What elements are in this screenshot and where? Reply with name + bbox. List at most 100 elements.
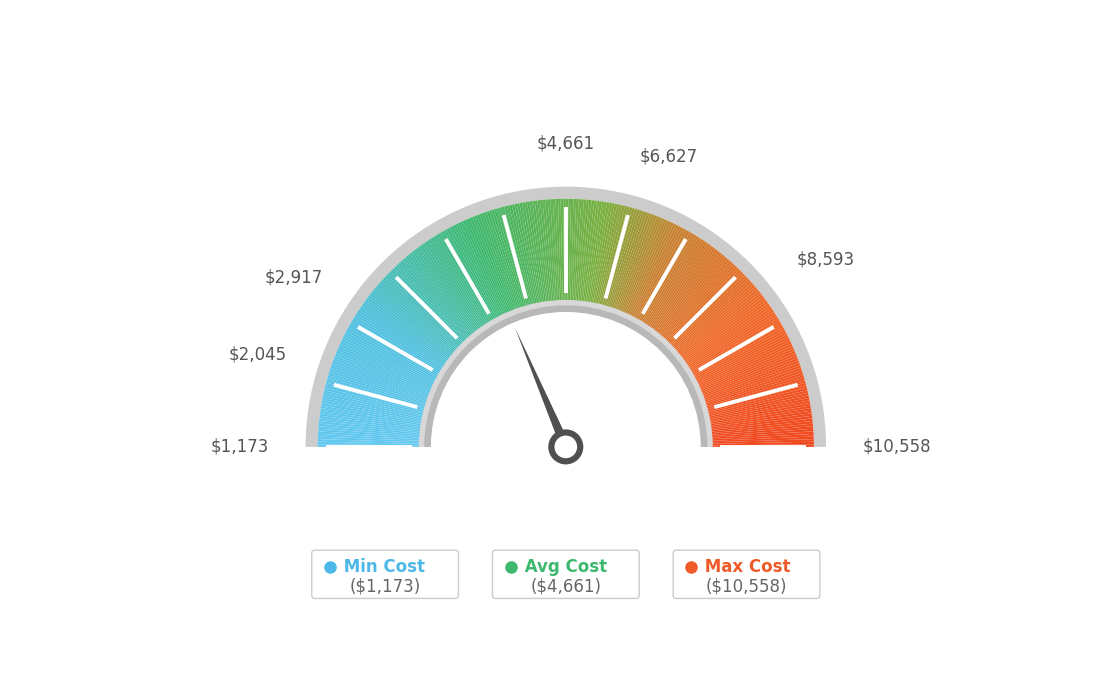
Wedge shape [365, 299, 449, 362]
Wedge shape [350, 323, 439, 375]
Wedge shape [542, 199, 553, 302]
Wedge shape [699, 346, 794, 389]
Wedge shape [648, 241, 708, 327]
FancyBboxPatch shape [311, 550, 458, 598]
Wedge shape [580, 200, 592, 302]
Wedge shape [709, 395, 809, 418]
Wedge shape [373, 288, 454, 355]
Wedge shape [327, 377, 426, 408]
Wedge shape [428, 239, 487, 326]
Wedge shape [319, 421, 421, 433]
Text: $2,917: $2,917 [265, 268, 322, 286]
Wedge shape [567, 199, 571, 302]
Wedge shape [561, 199, 564, 302]
Wedge shape [431, 237, 488, 325]
Wedge shape [595, 204, 617, 304]
Wedge shape [392, 268, 465, 343]
Wedge shape [522, 202, 542, 304]
Wedge shape [711, 434, 814, 441]
Wedge shape [501, 206, 530, 306]
Wedge shape [703, 365, 802, 400]
Wedge shape [711, 431, 814, 440]
Wedge shape [306, 186, 826, 447]
Wedge shape [693, 327, 785, 378]
Wedge shape [593, 203, 615, 304]
Wedge shape [320, 413, 422, 428]
Wedge shape [511, 204, 535, 305]
Wedge shape [325, 388, 424, 413]
Wedge shape [596, 204, 620, 305]
Wedge shape [460, 221, 506, 315]
Wedge shape [321, 400, 423, 421]
Wedge shape [473, 216, 512, 312]
Wedge shape [710, 408, 811, 426]
Wedge shape [426, 240, 485, 326]
Wedge shape [711, 442, 814, 445]
Wedge shape [359, 308, 445, 366]
Wedge shape [378, 283, 457, 352]
Text: ($10,558): ($10,558) [705, 577, 787, 595]
Wedge shape [368, 295, 450, 359]
Wedge shape [637, 230, 690, 321]
Wedge shape [694, 330, 786, 380]
Wedge shape [420, 245, 481, 329]
Wedge shape [616, 215, 655, 311]
Wedge shape [371, 290, 453, 357]
Wedge shape [320, 408, 422, 426]
Wedge shape [710, 413, 811, 428]
Wedge shape [548, 199, 556, 302]
Wedge shape [709, 398, 809, 420]
Wedge shape [711, 428, 814, 437]
Wedge shape [692, 325, 783, 377]
Wedge shape [343, 334, 436, 382]
Text: Avg Cost: Avg Cost [519, 558, 607, 575]
Wedge shape [631, 226, 681, 318]
Wedge shape [391, 270, 464, 344]
Wedge shape [701, 353, 796, 393]
Wedge shape [342, 337, 435, 384]
Wedge shape [605, 208, 635, 307]
Wedge shape [690, 318, 779, 373]
Wedge shape [322, 398, 423, 420]
Wedge shape [550, 199, 559, 302]
Wedge shape [711, 424, 813, 435]
Wedge shape [318, 431, 421, 440]
Text: $4,661: $4,661 [537, 135, 595, 153]
Wedge shape [640, 233, 694, 322]
Wedge shape [433, 236, 489, 324]
Wedge shape [363, 301, 448, 362]
Wedge shape [606, 208, 637, 308]
Wedge shape [585, 201, 602, 303]
Wedge shape [336, 353, 431, 393]
Wedge shape [655, 251, 720, 333]
Wedge shape [635, 228, 686, 319]
Wedge shape [458, 222, 503, 316]
Wedge shape [318, 439, 421, 444]
Wedge shape [318, 437, 421, 442]
Wedge shape [629, 224, 676, 317]
Wedge shape [397, 262, 468, 339]
Wedge shape [404, 257, 471, 337]
FancyBboxPatch shape [673, 550, 820, 598]
Wedge shape [450, 226, 500, 318]
Wedge shape [675, 281, 752, 351]
Wedge shape [540, 200, 552, 302]
Wedge shape [620, 217, 662, 313]
Wedge shape [318, 426, 421, 436]
Text: $6,627: $6,627 [639, 147, 698, 165]
Wedge shape [416, 248, 479, 331]
Wedge shape [349, 325, 439, 377]
Wedge shape [386, 273, 461, 346]
Wedge shape [325, 385, 425, 412]
Wedge shape [367, 297, 449, 360]
Wedge shape [581, 200, 594, 302]
Wedge shape [708, 393, 808, 417]
Wedge shape [340, 342, 434, 386]
Wedge shape [341, 339, 435, 385]
Wedge shape [681, 295, 764, 359]
Wedge shape [671, 275, 746, 347]
Wedge shape [614, 213, 650, 310]
Wedge shape [558, 199, 563, 302]
Wedge shape [659, 256, 726, 335]
Wedge shape [690, 316, 778, 371]
